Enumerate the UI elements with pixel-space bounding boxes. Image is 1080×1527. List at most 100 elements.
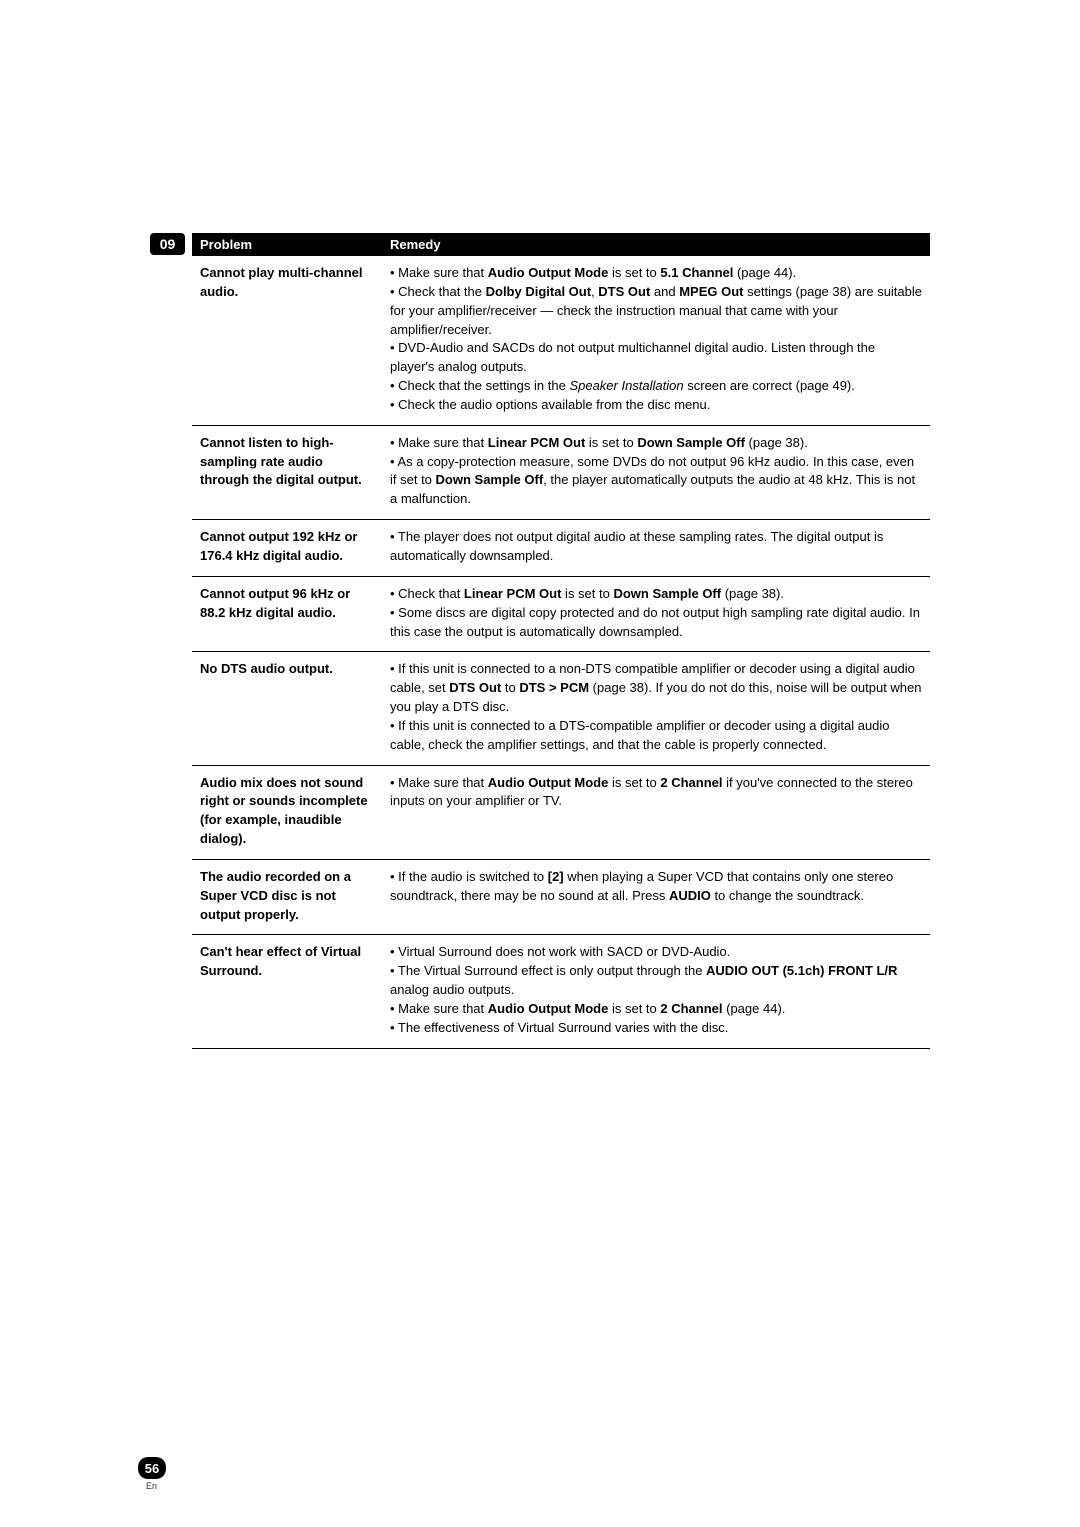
problem-cell: Cannot play multi-channel audio. — [192, 256, 382, 425]
text-segment: • Make sure that — [390, 775, 488, 790]
remedy-line: • The effectiveness of Virtual Surround … — [390, 1019, 922, 1038]
remedy-cell: • The player does not output digital aud… — [382, 520, 930, 577]
problem-cell: Cannot listen to high-sampling rate audi… — [192, 425, 382, 519]
text-segment: • Check that the — [390, 284, 486, 299]
text-segment: to change the soundtrack. — [711, 888, 864, 903]
text-segment: Down Sample Off — [613, 586, 721, 601]
remedy-line: • Check that the Dolby Digital Out, DTS … — [390, 283, 922, 340]
remedy-line: • If this unit is connected to a non-DTS… — [390, 660, 922, 717]
header-remedy: Remedy — [382, 233, 930, 256]
text-segment: Speaker Installation — [569, 378, 683, 393]
table-row: Cannot play multi-channel audio. • Make s… — [192, 256, 930, 425]
table-body: Cannot play multi-channel audio. • Make s… — [192, 256, 930, 1048]
text-segment: • If the audio is switched to — [390, 869, 548, 884]
text-segment: is set to — [561, 586, 613, 601]
text-segment: • Some discs are digital copy protected … — [390, 605, 920, 639]
remedy-line: • Check that the settings in the Speaker… — [390, 377, 922, 396]
remedy-cell: • Make sure that Audio Output Mode is se… — [382, 256, 930, 425]
table-row: Audio mix does not sound right or sounds… — [192, 765, 930, 859]
table-row: Can't hear effect of Virtual Surround. • … — [192, 935, 930, 1048]
text-segment: (page 44). — [733, 265, 796, 280]
text-segment: Down Sample Off — [436, 472, 544, 487]
text-segment: is set to — [608, 775, 660, 790]
table-row: Cannot listen to high-sampling rate audi… — [192, 425, 930, 519]
text-segment: MPEG Out — [679, 284, 743, 299]
text-segment: • Make sure that — [390, 1001, 488, 1016]
text-segment: analog audio outputs. — [390, 982, 514, 997]
problem-cell: The audio recorded on a Super VCD disc i… — [192, 859, 382, 935]
troubleshooting-table: Problem Remedy Cannot play multi-channel… — [192, 233, 930, 1049]
problem-cell: Cannot output 96 kHz or 88.2 kHz digital… — [192, 576, 382, 652]
text-segment: Audio Output Mode — [488, 775, 609, 790]
text-segment: Down Sample Off — [637, 435, 745, 450]
text-segment: is set to — [608, 1001, 660, 1016]
remedy-line: • Check the audio options available from… — [390, 396, 922, 415]
text-segment: 5.1 Channel — [660, 265, 733, 280]
problem-cell: No DTS audio output. — [192, 652, 382, 765]
remedy-line: • Virtual Surround does not work with SA… — [390, 943, 922, 962]
remedy-cell: • If the audio is switched to [2] when p… — [382, 859, 930, 935]
text-segment: 2 Channel — [660, 1001, 722, 1016]
text-segment: is set to — [585, 435, 637, 450]
text-segment: Dolby Digital Out — [486, 284, 591, 299]
remedy-line: • Some discs are digital copy protected … — [390, 604, 922, 642]
remedy-cell: • Make sure that Audio Output Mode is se… — [382, 765, 930, 859]
text-segment: [2] — [548, 869, 564, 884]
remedy-line: • Make sure that Audio Output Mode is se… — [390, 1000, 922, 1019]
table-header-row: Problem Remedy — [192, 233, 930, 256]
text-segment: • Check that — [390, 586, 464, 601]
text-segment: • Virtual Surround does not work with SA… — [390, 944, 730, 959]
remedy-line: • DVD-Audio and SACDs do not output mult… — [390, 339, 922, 377]
text-segment: Audio Output Mode — [488, 1001, 609, 1016]
table-row: Cannot output 96 kHz or 88.2 kHz digital… — [192, 576, 930, 652]
table-row: Cannot output 192 kHz or 176.4 kHz digit… — [192, 520, 930, 577]
page-language: En — [146, 1481, 157, 1491]
remedy-cell: • Make sure that Linear PCM Out is set t… — [382, 425, 930, 519]
text-segment: • The effectiveness of Virtual Surround … — [390, 1020, 728, 1035]
text-segment: DTS Out — [449, 680, 501, 695]
text-segment: • Make sure that — [390, 435, 488, 450]
remedy-line: • The player does not output digital aud… — [390, 528, 922, 566]
text-segment: screen are correct (page 49). — [684, 378, 855, 393]
text-segment: AUDIO OUT (5.1ch) FRONT L/R — [706, 963, 897, 978]
text-segment: Audio Output Mode — [488, 265, 609, 280]
problem-cell: Cannot output 192 kHz or 176.4 kHz digit… — [192, 520, 382, 577]
text-segment: DTS Out — [598, 284, 650, 299]
header-problem: Problem — [192, 233, 382, 256]
problem-cell: Audio mix does not sound right or sounds… — [192, 765, 382, 859]
text-segment: Linear PCM Out — [464, 586, 562, 601]
text-segment: • The player does not output digital aud… — [390, 529, 883, 563]
text-segment: (page 38). — [745, 435, 808, 450]
text-segment: 2 Channel — [660, 775, 722, 790]
table-row: The audio recorded on a Super VCD disc i… — [192, 859, 930, 935]
remedy-cell: • Check that Linear PCM Out is set to Do… — [382, 576, 930, 652]
text-segment: Linear PCM Out — [488, 435, 586, 450]
text-segment: • DVD-Audio and SACDs do not output mult… — [390, 340, 875, 374]
remedy-line: • Check that Linear PCM Out is set to Do… — [390, 585, 922, 604]
text-segment: • Check the audio options available from… — [390, 397, 710, 412]
remedy-line: • As a copy-protection measure, some DVD… — [390, 453, 922, 510]
remedy-line: • Make sure that Audio Output Mode is se… — [390, 264, 922, 283]
remedy-line: • If this unit is connected to a DTS-com… — [390, 717, 922, 755]
remedy-line: • Make sure that Linear PCM Out is set t… — [390, 434, 922, 453]
remedy-line: • If the audio is switched to [2] when p… — [390, 868, 922, 906]
text-segment: • Check that the settings in the — [390, 378, 569, 393]
remedy-cell: • If this unit is connected to a non-DTS… — [382, 652, 930, 765]
text-segment: and — [650, 284, 679, 299]
remedy-cell: • Virtual Surround does not work with SA… — [382, 935, 930, 1048]
text-segment: AUDIO — [669, 888, 711, 903]
text-segment: DTS > PCM — [519, 680, 589, 695]
text-segment: (page 38). — [721, 586, 784, 601]
text-segment: • If this unit is connected to a DTS-com… — [390, 718, 890, 752]
section-number-badge: 09 — [150, 233, 185, 255]
problem-cell: Can't hear effect of Virtual Surround. — [192, 935, 382, 1048]
table-row: No DTS audio output.• If this unit is co… — [192, 652, 930, 765]
remedy-line: • The Virtual Surround effect is only ou… — [390, 962, 922, 1000]
text-segment: to — [501, 680, 519, 695]
text-segment: is set to — [608, 265, 660, 280]
remedy-line: • Make sure that Audio Output Mode is se… — [390, 774, 922, 812]
text-segment: (page 44). — [723, 1001, 786, 1016]
text-segment: • Make sure that — [390, 265, 488, 280]
page-number-badge: 56 — [138, 1457, 166, 1479]
text-segment: • The Virtual Surround effect is only ou… — [390, 963, 706, 978]
